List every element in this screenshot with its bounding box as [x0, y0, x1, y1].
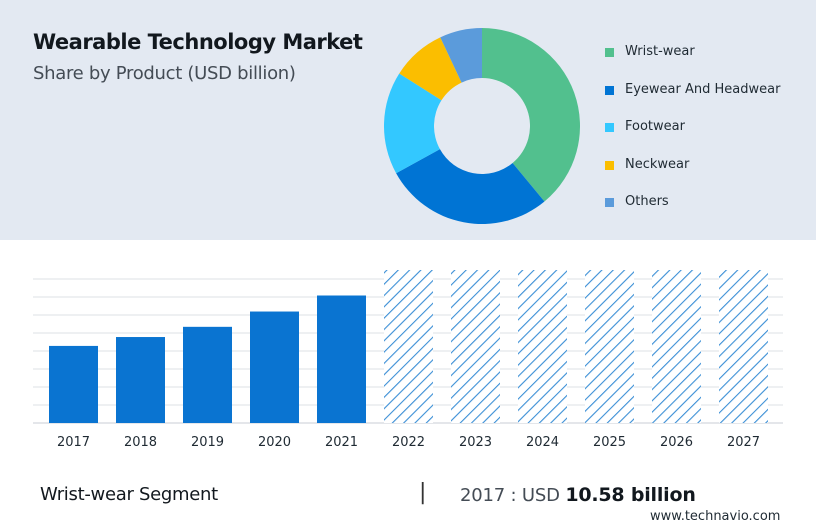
x-tick-label: 2027	[727, 435, 760, 450]
legend-swatch	[605, 198, 614, 207]
legend-item-neckwear: Neckwear	[605, 157, 780, 195]
forecast-bar-2022	[384, 270, 433, 423]
forecast-bar-2024	[518, 270, 567, 423]
bar-2017	[49, 345, 98, 423]
chart-subtitle: Share by Product (USD billion)	[33, 63, 296, 84]
x-tick-label: 2026	[660, 435, 693, 450]
forecast-bar-2025	[585, 270, 634, 423]
legend-item-footwear: Footwear	[605, 119, 780, 157]
legend-label: Neckwear	[625, 156, 690, 172]
chart-title: Wearable Technology Market	[33, 30, 363, 54]
donut-slice-neckwear	[399, 37, 462, 101]
donut-legend: Wrist-wear Eyewear And Headwear Footwear Ne…	[605, 44, 780, 232]
x-tick-label: 2025	[593, 435, 626, 450]
segment-value-amount: 10.58 billion	[565, 484, 696, 506]
legend-swatch	[605, 123, 614, 132]
x-tick-label: 2024	[526, 435, 559, 450]
legend-swatch	[605, 160, 614, 170]
footer-separator: |	[419, 480, 427, 505]
legend-swatch	[605, 85, 614, 95]
bar-2021	[317, 295, 366, 423]
bar-2020	[250, 311, 299, 423]
x-tick-label: 2023	[459, 435, 492, 450]
legend-item-wrist-wear: Wrist-wear	[605, 44, 780, 82]
x-tick-label: 2022	[392, 435, 425, 450]
legend-item-eyewear-and-headwear: Eyewear And Headwear	[605, 82, 780, 120]
forecast-bar-2027	[719, 270, 768, 423]
x-tick-label: 2020	[258, 435, 291, 450]
x-tick-label: 2021	[325, 435, 358, 450]
legend-swatch	[605, 48, 614, 57]
segment-value-prefix: 2017 : USD	[460, 485, 566, 506]
donut-slice-wrist-wear	[482, 28, 580, 202]
segment-value: 2017 : USD 10.58 billion	[460, 484, 696, 506]
legend-label: Others	[625, 194, 669, 209]
segment-label: Wrist-wear Segment	[40, 484, 218, 505]
bar-2019	[183, 326, 232, 423]
legend-label: Eyewear And Headwear	[625, 81, 781, 97]
x-tick-label: 2019	[191, 435, 224, 450]
bar-2018	[116, 337, 165, 423]
legend-label: Footwear	[625, 119, 685, 134]
forecast-bar-2023	[451, 270, 500, 423]
donut-chart	[384, 28, 580, 224]
donut-slice-others	[440, 28, 482, 83]
legend-label: Wrist-wear	[625, 44, 695, 59]
donut-slice-footwear	[384, 73, 442, 174]
x-tick-label: 2018	[124, 435, 157, 450]
source-link[interactable]: www.technavio.com	[650, 509, 781, 524]
legend-item-others: Others	[605, 194, 780, 232]
x-tick-label: 2017	[57, 435, 90, 450]
donut-slice-eyewear-and-headwear	[396, 149, 545, 224]
forecast-bar-2026	[652, 270, 701, 423]
